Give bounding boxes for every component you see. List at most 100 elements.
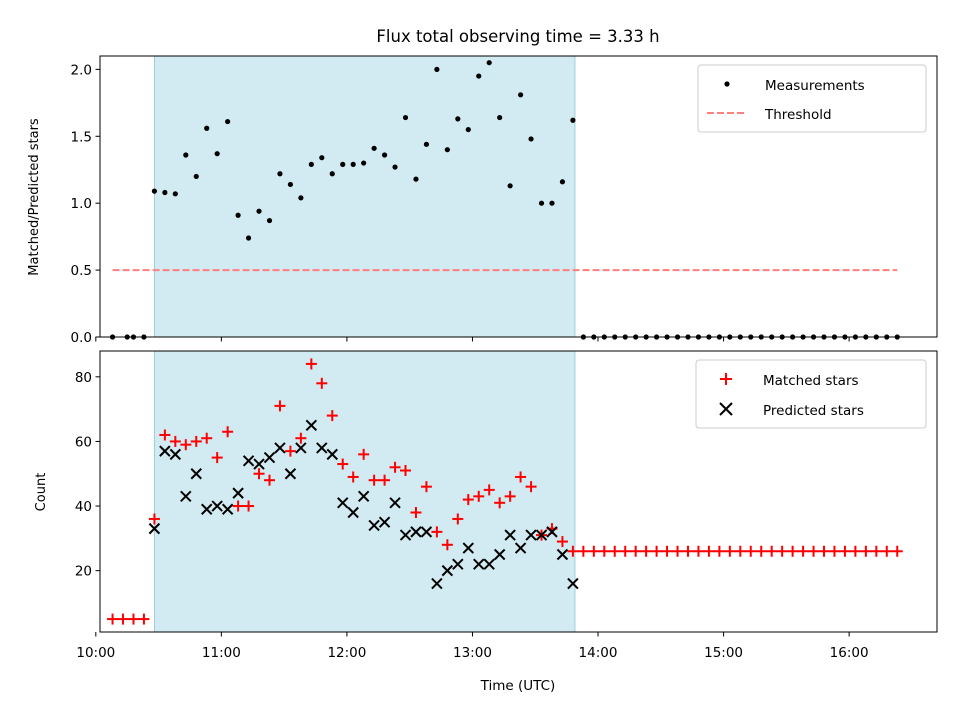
predicted-stars-point bbox=[316, 442, 328, 454]
measurements-point bbox=[570, 117, 576, 123]
top-plot-frame bbox=[99, 55, 938, 338]
matched-stars-point bbox=[180, 439, 192, 451]
predicted-stars-point bbox=[431, 577, 443, 590]
predicted-stars-point bbox=[232, 487, 244, 499]
matched-stars-point bbox=[274, 400, 286, 412]
predicted-stars-point bbox=[211, 500, 223, 512]
matched-stars-point bbox=[556, 536, 568, 548]
predicted-stars-point bbox=[201, 503, 213, 515]
matched-stars-point bbox=[494, 497, 506, 509]
bottom-panel: 10:00 11:00 12:00 13:00 14:00 15:00 16:00 20 40 6… bbox=[34, 350, 938, 694]
predicted-stars-point bbox=[253, 458, 265, 470]
matched-stars-point bbox=[525, 481, 537, 493]
predicted-stars-point bbox=[221, 503, 234, 515]
matched-stars-point bbox=[483, 484, 495, 496]
predicted-stars-point bbox=[483, 558, 495, 570]
measurements-point bbox=[413, 176, 419, 182]
matched-stars-point bbox=[828, 545, 840, 557]
predicted-stars-point bbox=[326, 448, 338, 461]
matched-stars-point bbox=[881, 545, 893, 557]
legend-matched-marker bbox=[720, 373, 732, 385]
predicted-stars-point bbox=[305, 419, 318, 431]
matched-stars-point bbox=[358, 448, 370, 460]
predicted-stars-point bbox=[347, 506, 359, 519]
predicted-stars-point bbox=[462, 542, 474, 554]
measurements-point bbox=[245, 235, 252, 241]
legend-threshold-label: Threshold bbox=[764, 107, 832, 123]
matched-stars-point bbox=[849, 545, 861, 557]
measurements-point bbox=[517, 92, 524, 98]
x-tick-label: 16:00 bbox=[830, 645, 869, 661]
matched-stars-point bbox=[745, 545, 757, 557]
matched-stars-point bbox=[389, 461, 401, 473]
matched-stars-point bbox=[243, 500, 255, 512]
matched-stars-point bbox=[787, 545, 799, 557]
predicted-stars-point bbox=[284, 468, 297, 480]
predicted-stars-point bbox=[546, 526, 558, 538]
measurements-point bbox=[549, 200, 555, 206]
measurements-point bbox=[298, 195, 304, 201]
predicted-stars-point bbox=[190, 468, 202, 480]
measurements-point bbox=[319, 155, 325, 161]
matched-stars-point bbox=[682, 545, 694, 557]
predicted-stars-point bbox=[452, 558, 464, 570]
predicted-stars-point bbox=[410, 526, 422, 538]
x-tick-label: 12:00 bbox=[327, 645, 366, 661]
measurements-point bbox=[434, 66, 440, 72]
measurements-point bbox=[444, 147, 450, 153]
legend-predicted-label: Predicted stars bbox=[763, 403, 864, 419]
predicted-stars-point bbox=[148, 522, 161, 535]
matched-stars-point bbox=[473, 490, 485, 502]
bottom-plot-frame bbox=[99, 350, 938, 633]
matched-stars-point bbox=[159, 429, 171, 441]
matched-stars-point bbox=[755, 545, 767, 557]
legend-predicted-marker bbox=[719, 402, 733, 416]
measurements-point bbox=[277, 171, 283, 177]
matched-stars-point bbox=[808, 545, 820, 557]
predicted-stars-point bbox=[378, 516, 391, 528]
top-y-tick-label: 0.5 bbox=[71, 263, 92, 279]
matched-stars-point bbox=[284, 445, 296, 457]
bottom-axes: 10:00 11:00 12:00 13:00 14:00 15:00 16:00 20 40 6… bbox=[75, 370, 869, 661]
x-axis-label: Time (UTC) bbox=[480, 678, 556, 694]
matched-stars-point bbox=[138, 613, 150, 625]
matched-stars-point bbox=[734, 545, 746, 557]
predicted-stars-point bbox=[357, 490, 370, 503]
matched-stars-point bbox=[661, 545, 673, 557]
chart-title: Flux total observing time = 3.33 h bbox=[376, 27, 659, 46]
x-tick-label: 14:00 bbox=[579, 645, 618, 661]
matched-stars-point bbox=[515, 471, 527, 483]
matched-stars-point bbox=[431, 526, 443, 538]
measurements-point bbox=[528, 136, 534, 142]
top-y-tick-label: 1.5 bbox=[71, 129, 92, 145]
measurements-point bbox=[340, 161, 346, 167]
measurements-point bbox=[381, 152, 388, 158]
measurements-point bbox=[486, 60, 492, 66]
measurements-point bbox=[183, 152, 189, 158]
bottom-y-tick-label: 80 bbox=[75, 370, 92, 386]
predicted-stars-point bbox=[399, 529, 412, 541]
measurements-point bbox=[402, 114, 409, 121]
legend-matched-label: Matched stars bbox=[763, 373, 859, 389]
matched-stars-point bbox=[870, 545, 882, 557]
legend-measurements-marker bbox=[724, 81, 730, 87]
matched-stars-point bbox=[891, 545, 903, 557]
matched-stars-point bbox=[400, 465, 412, 477]
top-observing-span bbox=[154, 55, 576, 338]
predicted-stars-point bbox=[389, 497, 401, 509]
bottom-y-tick-label: 40 bbox=[75, 499, 92, 515]
matched-stars-point bbox=[766, 545, 778, 557]
measurements-point bbox=[423, 141, 430, 147]
matched-stars-point bbox=[651, 545, 663, 557]
matched-stars-point bbox=[776, 545, 788, 557]
measurements-point bbox=[287, 181, 294, 188]
matched-stars-point bbox=[797, 545, 809, 557]
measurements-point bbox=[172, 191, 178, 197]
matched-stars-point bbox=[598, 545, 610, 557]
measurements-point bbox=[476, 73, 482, 79]
top-axes: 0.0 0.5 1.0 1.5 2.0 bbox=[71, 62, 850, 346]
matched-stars-point bbox=[860, 545, 872, 557]
predicted-stars-point bbox=[242, 455, 255, 467]
matched-stars-point bbox=[169, 435, 181, 447]
